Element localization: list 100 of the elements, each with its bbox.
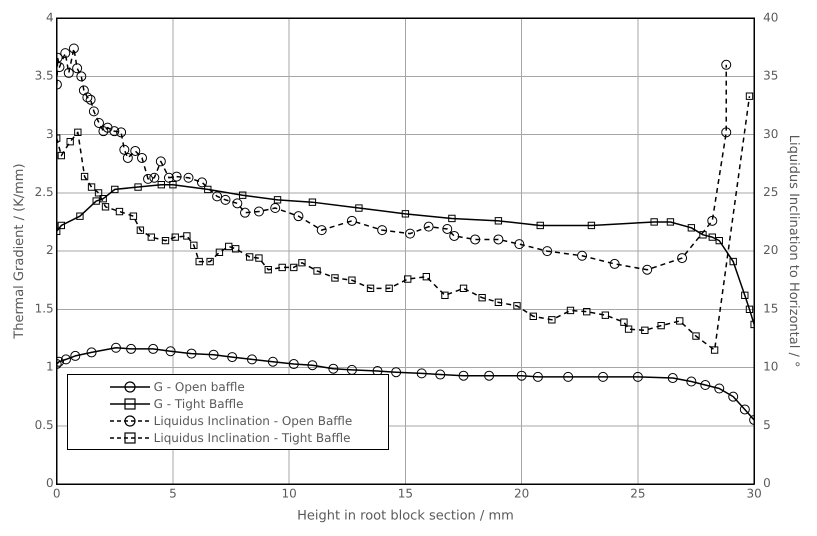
point: [274, 196, 282, 204]
point: [494, 217, 502, 225]
point: [148, 344, 158, 354]
point: [536, 222, 544, 230]
point: [58, 222, 66, 230]
point: [216, 248, 224, 256]
point: [134, 183, 142, 191]
point: [470, 234, 480, 244]
point: [74, 128, 82, 136]
y2-tick-label: 0: [763, 476, 771, 490]
point: [102, 122, 113, 133]
point: [136, 226, 144, 234]
point: [328, 364, 338, 374]
point: [688, 224, 696, 232]
point: [270, 203, 280, 214]
point: [92, 197, 100, 205]
point: [183, 232, 191, 240]
point: [166, 346, 176, 356]
x-tick-label: 10: [282, 486, 297, 500]
point: [588, 222, 596, 230]
point: [268, 356, 278, 367]
point: [68, 43, 79, 54]
point: [746, 92, 754, 100]
point: [102, 203, 110, 211]
point: [98, 126, 108, 136]
point: [238, 192, 246, 199]
point: [514, 239, 524, 250]
point: [246, 253, 254, 261]
point: [122, 152, 133, 163]
point: [94, 118, 104, 128]
point: [513, 302, 521, 310]
point: [405, 228, 416, 239]
point: [190, 242, 198, 249]
point: [307, 360, 318, 370]
point: [650, 218, 658, 226]
point: [666, 218, 674, 226]
point: [162, 236, 170, 244]
y-tick-label: 3: [46, 126, 54, 141]
point: [246, 354, 257, 364]
y-tick-label: 0.5: [34, 418, 54, 432]
point: [172, 172, 182, 182]
x-axis-title: Height in root block section / mm: [297, 508, 514, 524]
point: [416, 368, 427, 378]
point: [494, 298, 502, 306]
point: [714, 384, 724, 394]
point: [402, 210, 410, 218]
point: [86, 347, 97, 358]
point: [240, 208, 250, 218]
point: [227, 352, 238, 362]
point: [88, 106, 99, 116]
point: [116, 127, 126, 138]
point: [80, 172, 88, 180]
point: [116, 208, 124, 216]
point: [158, 181, 165, 188]
point: [530, 312, 537, 320]
point: [676, 317, 684, 325]
point: [255, 254, 263, 262]
point: [449, 230, 460, 241]
y-tick-label: 0: [46, 476, 54, 490]
point: [254, 206, 264, 217]
point: [82, 92, 92, 102]
point: [346, 216, 357, 226]
point: [130, 146, 140, 156]
point: [598, 372, 608, 382]
point: [143, 174, 154, 184]
point: [641, 326, 649, 334]
point: [126, 344, 136, 354]
point: [707, 216, 718, 226]
point: [206, 258, 214, 266]
point: [700, 380, 710, 390]
point: [110, 342, 121, 353]
y-tick-label: 2.5: [34, 185, 54, 199]
y2-tick-label: 15: [763, 301, 778, 316]
point: [642, 264, 652, 275]
y-tick-label: 3.5: [34, 68, 54, 83]
point: [149, 172, 160, 183]
point: [70, 350, 80, 361]
point: [442, 224, 452, 234]
point: [686, 376, 696, 387]
point: [60, 354, 71, 364]
y2-tick-label: 10: [763, 360, 778, 374]
legend-label: Liquidus Inclination - Open Baffle: [154, 414, 352, 428]
point: [699, 231, 707, 238]
point: [577, 250, 588, 261]
point: [86, 94, 96, 105]
point: [172, 233, 179, 241]
point: [278, 264, 286, 272]
point: [346, 364, 357, 375]
point: [164, 172, 174, 183]
point: [196, 177, 207, 188]
point: [78, 85, 89, 96]
point: [583, 308, 590, 316]
point: [88, 183, 96, 191]
point: [563, 372, 574, 382]
point: [708, 233, 716, 241]
point: [728, 392, 738, 402]
point: [602, 311, 610, 319]
y2-tick-label: 40: [763, 10, 778, 24]
point: [137, 152, 148, 163]
point: [186, 348, 197, 359]
